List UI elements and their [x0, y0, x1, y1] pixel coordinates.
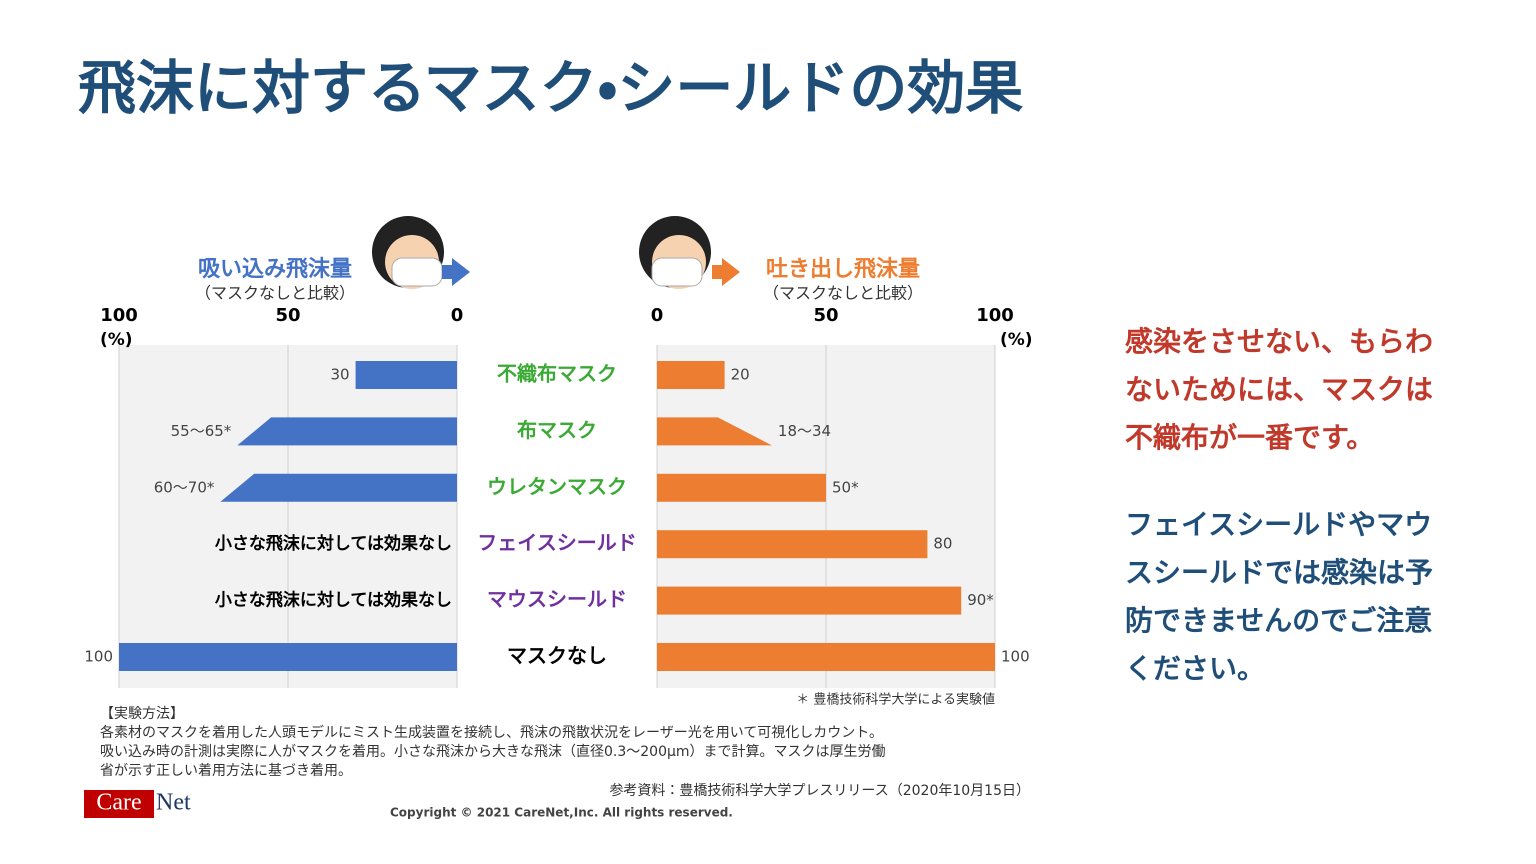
message-line: ください。: [1125, 652, 1265, 685]
logo-right: Net: [156, 790, 191, 816]
category-label: フェイスシールド: [477, 531, 636, 555]
bar: [119, 643, 457, 671]
value-label: 100: [84, 648, 113, 666]
reference: 参考資料：豊橋技術科学大学プレスリリース（2020年10月15日）: [609, 783, 1030, 799]
category-label: 不織布マスク: [497, 362, 617, 386]
axis-unit: (%): [100, 330, 133, 350]
x-tick-label: 100: [100, 305, 138, 326]
bar: [355, 361, 457, 389]
x-tick-label: 0: [651, 305, 664, 326]
bar: [657, 643, 995, 671]
category-label: マウスシールド: [487, 587, 627, 611]
series-subtitle: （マスクなしと比較）: [763, 284, 923, 303]
x-tick-label: 100: [976, 305, 1014, 326]
method-line: 吸い込み時の計測は実際に人がマスクを着用。小さな飛沫から大きな飛沫（直径0.3〜…: [100, 743, 886, 760]
value-label: 55〜65*: [171, 422, 232, 440]
x-tick-label: 50: [275, 305, 300, 326]
x-tick-label: 50: [813, 305, 838, 326]
message-line: フェイスシールドやマウ: [1125, 508, 1432, 541]
message-line: ないためには、マスクは: [1125, 373, 1433, 406]
face-icon: [372, 216, 470, 289]
category-label: 布マスク: [517, 418, 597, 442]
series-title: 吸い込み飛沫量: [198, 257, 352, 282]
method-heading: 【実験方法】: [100, 706, 184, 722]
message-line: スシールドでは感染は予: [1125, 556, 1433, 589]
x-tick-label: 0: [451, 305, 464, 326]
message-line: 防できませんのでご注意: [1125, 604, 1432, 637]
value-label: 90*: [967, 591, 994, 609]
footnote: ＊ 豊橋技術科学大学による実験値: [796, 692, 995, 708]
range-bar: [237, 417, 457, 446]
value-label: 80: [933, 535, 952, 553]
bar: [657, 586, 962, 615]
category-label: ウレタンマスク: [487, 474, 627, 498]
message-line: 感染をさせない、もらわ: [1125, 325, 1433, 358]
method-line: 各素材のマスクを着用した人頭モデルにミスト生成装置を接続し、飛沫の飛散状況をレー…: [100, 724, 883, 741]
logo-left: Care: [96, 790, 141, 816]
value-label: 30: [331, 366, 350, 384]
value-label: 18〜34: [778, 422, 831, 440]
method-line: 省が示す正しい着用方法に基づき着用。: [100, 762, 352, 779]
value-label: 100: [1001, 648, 1030, 666]
face-icon: [639, 216, 740, 289]
value-label: 20: [731, 366, 750, 384]
range-bar: [657, 417, 772, 446]
value-label: 小さな飛沫に対しては効果なし: [215, 533, 452, 554]
message-line: 不織布が一番です。: [1125, 421, 1374, 454]
value-label: 小さな飛沫に対しては効果なし: [215, 590, 452, 611]
axis-unit: (%): [1000, 330, 1033, 350]
value-label: 50*: [832, 478, 859, 496]
value-label: 60〜70*: [154, 478, 215, 496]
copyright: Copyright © 2021 CareNet,Inc. All rights…: [390, 806, 733, 820]
slide-title: 飛沫に対するマスク・シールドの効果: [78, 54, 1023, 122]
series-title: 吐き出し飛沫量: [766, 257, 920, 282]
series-subtitle: （マスクなしと比較）: [195, 284, 355, 303]
bar: [657, 473, 826, 502]
range-bar: [220, 473, 457, 502]
category-label: マスクなし: [507, 644, 607, 668]
bar: [657, 530, 928, 559]
bar: [657, 361, 725, 389]
logo-box: [84, 790, 154, 818]
